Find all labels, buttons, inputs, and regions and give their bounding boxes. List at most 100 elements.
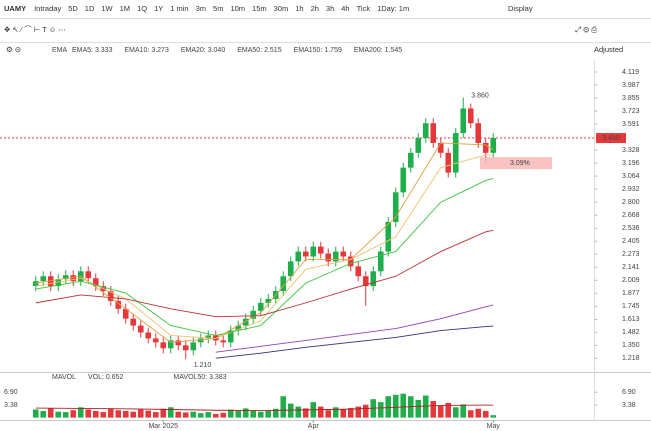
volume-bar [332, 407, 339, 418]
candle-body [220, 340, 227, 343]
period-button[interactable]: 2h [311, 4, 319, 13]
period-button[interactable]: 30m [274, 4, 289, 13]
period-button[interactable]: 1D [85, 4, 95, 13]
volume-bar [137, 409, 144, 418]
toolbar-icons[interactable]: ⤢ ⚙ ⎙ [574, 25, 598, 34]
legend-entry[interactable]: MAVOL50: 3.383 [173, 374, 226, 381]
y-tick-label: 1.350 [622, 342, 640, 349]
legend-entry[interactable]: EMA200: 1.545 [354, 47, 402, 54]
period-button[interactable]: 5D [68, 4, 78, 13]
volume-bar [445, 402, 452, 418]
volume-bar [40, 410, 47, 418]
period-button[interactable]: Intraday [34, 4, 61, 13]
y-tick-label: 2.273 [622, 251, 640, 258]
candle-body [122, 308, 129, 319]
ema-line [215, 304, 494, 353]
y-tick-label: 3.723 [622, 108, 640, 115]
candle-body [430, 123, 437, 143]
period-button[interactable]: 1 min [170, 4, 188, 13]
volume-bar [295, 406, 302, 418]
candle-body [227, 330, 234, 343]
candle-body [467, 108, 474, 124]
display-menu[interactable]: Display [508, 4, 533, 13]
legend-entry[interactable]: EMA20: 3.040 [181, 47, 225, 54]
legend-entry[interactable]: EMA150: 1.759 [294, 47, 342, 54]
adjusted-menu[interactable]: Adjusted [594, 45, 623, 54]
candle-body [235, 325, 242, 331]
volume-bar [475, 408, 482, 418]
volume-bar [197, 413, 204, 418]
legend-entry[interactable]: EMA5: 3.333 [72, 47, 113, 54]
candle-body [295, 251, 302, 262]
candle-body [490, 138, 497, 153]
volume-bar [265, 410, 272, 418]
volume-last[interactable]: VOL: 0.652 [88, 374, 124, 381]
period-button[interactable]: 1Y [154, 4, 163, 13]
volume-bar [152, 412, 159, 418]
period-button[interactable]: Tick [357, 4, 371, 13]
period-button[interactable]: 1h [295, 4, 303, 13]
volume-bar [115, 410, 122, 418]
candle-body [197, 338, 204, 343]
candle-body [32, 281, 39, 287]
period-button[interactable]: 5m [213, 4, 223, 13]
volume-bar [175, 411, 182, 418]
candle-body [347, 256, 354, 267]
ema-line [35, 154, 494, 339]
volume-bar [452, 407, 459, 418]
x-tick-label: Mar 2025 [148, 423, 178, 430]
candle-body [452, 133, 459, 173]
volume-bar [437, 405, 444, 418]
candle-body [482, 142, 489, 153]
y-tick-label: 1.218 [622, 355, 640, 362]
candle-body [205, 335, 212, 339]
period-button[interactable]: 4h [341, 4, 349, 13]
period-button[interactable]: 15m [252, 4, 267, 13]
indicator-name[interactable]: EMA [52, 47, 68, 54]
period-button[interactable]: 1M [120, 4, 130, 13]
volume-bar [377, 402, 384, 418]
candle-body [437, 142, 444, 153]
legend-entry[interactable]: EMA10: 3.273 [124, 47, 168, 54]
legend-entry[interactable]: EMA50: 2.515 [237, 47, 281, 54]
y-tick-label: 3.196 [622, 160, 640, 167]
candle-body [152, 338, 159, 343]
volume-title[interactable]: MAVOL [52, 374, 76, 381]
y-tick-label: 2.932 [622, 186, 640, 193]
volume-bar [100, 412, 107, 418]
toolbar-icons[interactable]: ✥ ↖ ⁄ ⌒ ⊢ T ☺ ⋯ [4, 25, 66, 34]
candle-body [190, 342, 197, 351]
period-button[interactable]: 3m [196, 4, 206, 13]
settings-icons[interactable]: ⚙ ⊝ [6, 45, 21, 54]
candle-body [460, 108, 467, 134]
candle-body [250, 310, 257, 319]
volume-bar [430, 401, 437, 418]
y-tick-label: 3.591 [622, 121, 640, 128]
candle-body [55, 279, 62, 287]
y-tick-label: 3.328 [622, 147, 640, 154]
period-button[interactable]: 3h [326, 4, 334, 13]
y-tick-label: 2.141 [622, 264, 640, 271]
candle-body [160, 342, 167, 349]
volume-bar [70, 410, 77, 418]
volume-bar [362, 404, 369, 418]
y-tick-label: 2.009 [622, 277, 640, 284]
ema-line [35, 229, 494, 318]
volume-bar [62, 412, 69, 418]
volume-bar [242, 408, 249, 418]
candle-body [407, 152, 414, 168]
period-button[interactable]: 1W [101, 4, 113, 13]
period-button[interactable]: 10m [230, 4, 245, 13]
period-button[interactable]: 1Day: 1m [377, 4, 409, 13]
y-tick-label: 1.745 [622, 303, 640, 310]
y-tick-label: 2.668 [622, 212, 640, 219]
ema-line [35, 178, 494, 336]
candle-body [332, 251, 339, 262]
volume-bar [182, 412, 189, 418]
period-button[interactable]: 1Q [137, 4, 147, 13]
mavol-line [35, 404, 494, 412]
candle-body [415, 138, 422, 153]
candle-body [422, 123, 429, 139]
candle-body [265, 298, 272, 303]
symbol[interactable]: UAMY [4, 4, 26, 13]
